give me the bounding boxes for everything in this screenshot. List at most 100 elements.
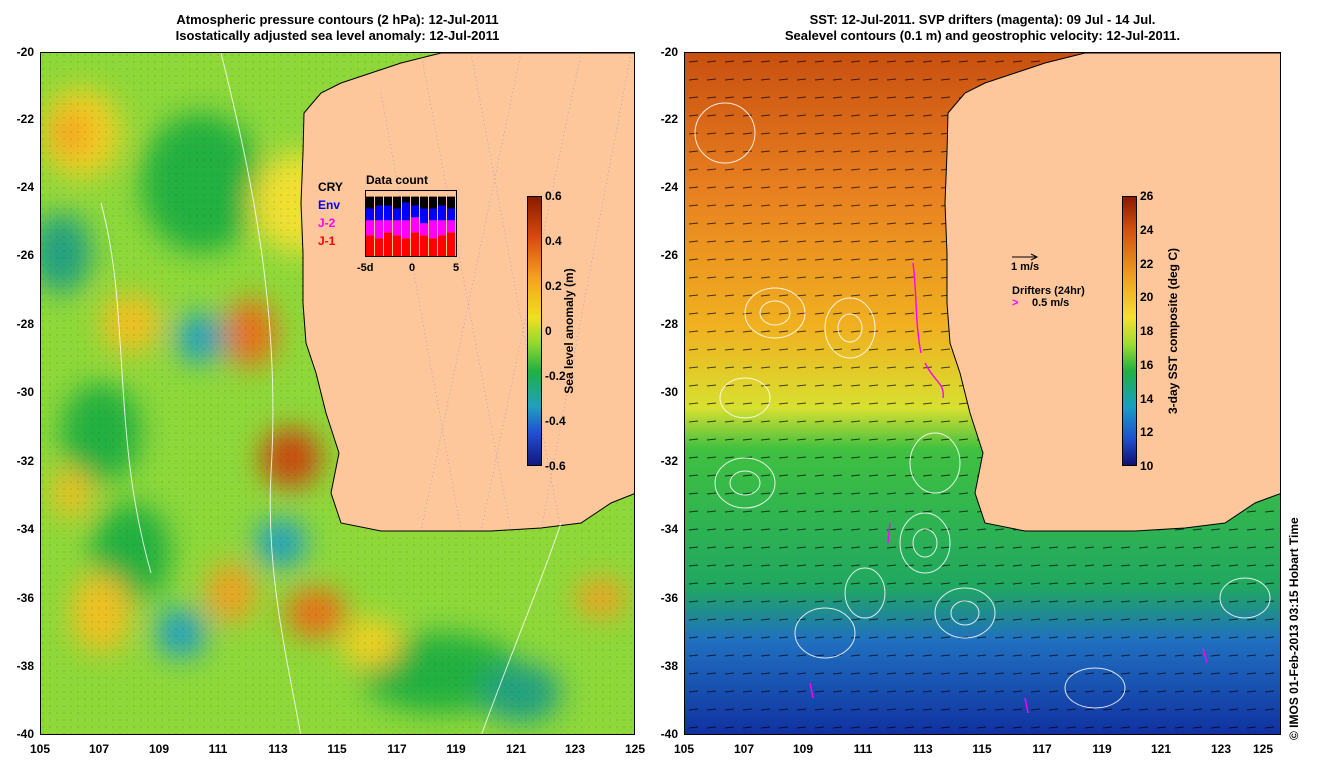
histogram-bars xyxy=(366,196,455,256)
colorbar-tick: -0.4 xyxy=(545,414,566,428)
colorbar-tick: 22 xyxy=(1140,256,1154,271)
colorbar-tick: 16 xyxy=(1140,357,1154,372)
histogram-bar-segment xyxy=(366,208,374,221)
sea-level-anomaly-map[interactable] xyxy=(40,52,635,735)
histogram-bar-segment xyxy=(429,220,437,239)
histogram-bar-segment xyxy=(393,220,401,236)
lat-tick: -36 xyxy=(660,591,678,605)
data-count-histogram xyxy=(365,190,457,257)
lat-tick: -40 xyxy=(660,727,678,741)
histogram-bar-segment xyxy=(438,220,446,236)
lat-tick: -24 xyxy=(16,180,34,194)
colorbar-tick: 26 xyxy=(1140,189,1154,203)
histogram-bar-segment xyxy=(375,205,383,221)
legend-j1: J-1 xyxy=(318,234,336,248)
histogram-bar-segment xyxy=(447,232,455,256)
lat-tick: -38 xyxy=(16,659,34,673)
sst-map[interactable] xyxy=(684,52,1281,735)
colorbar-tick: 0.2 xyxy=(545,279,562,293)
sst-colorbar-label: 3-day SST composite (deg C) xyxy=(1166,247,1180,415)
lon-tick: 119 xyxy=(1092,742,1112,756)
lon-tick: 121 xyxy=(1150,742,1172,756)
right-title-line2: Sealevel contours (0.1 m) and geostrophi… xyxy=(784,28,1181,43)
lon-tick: 121 xyxy=(505,742,527,756)
histogram-bar-segment xyxy=(438,235,446,256)
lon-tick: 107 xyxy=(88,742,110,756)
lon-tick: 119 xyxy=(446,742,466,756)
histogram-bar-segment xyxy=(384,232,392,256)
sla-land-australia xyxy=(300,53,634,532)
inset-tick-5: 5 xyxy=(453,262,460,274)
sla-colorbar-label: Sea level anomaly (m) xyxy=(562,268,576,394)
histogram-bar-segment xyxy=(375,238,383,256)
lat-tick: -20 xyxy=(16,45,34,59)
histogram-bar-segment xyxy=(384,205,392,221)
lon-tick: 123 xyxy=(564,742,586,756)
lat-tick: -34 xyxy=(16,522,34,536)
left-title-line2: Isostatically adjusted sea level anomaly… xyxy=(175,28,500,43)
lon-tick: 123 xyxy=(1210,742,1232,756)
legend-j2: J-2 xyxy=(318,216,336,230)
lat-tick: -30 xyxy=(660,385,678,399)
lat-tick: -22 xyxy=(660,112,678,126)
lon-tick: 115 xyxy=(327,742,347,756)
lon-tick: 117 xyxy=(387,742,407,756)
left-title-line1: Atmospheric pressure contours (2 hPa): 1… xyxy=(176,12,499,27)
histogram-bar-segment xyxy=(366,220,374,236)
lat-tick: -20 xyxy=(660,45,678,59)
lat-tick: -36 xyxy=(16,591,34,605)
left-map-title: Atmospheric pressure contours (2 hPa): 1… xyxy=(40,12,635,44)
lat-tick: -34 xyxy=(660,522,678,536)
lat-tick: -26 xyxy=(16,248,34,262)
histogram-bar-segment xyxy=(411,232,419,256)
lon-tick: 105 xyxy=(29,742,51,756)
sla-pressure-contours xyxy=(100,53,562,734)
histogram-bar-segment xyxy=(411,217,419,233)
histogram-bar-segment xyxy=(447,208,455,221)
histogram-bar-segment xyxy=(393,208,401,221)
colorbar-tick: 0 xyxy=(545,324,552,338)
histogram-bar-segment xyxy=(375,196,383,206)
histogram-bar-segment xyxy=(438,205,446,221)
histogram-bar-segment xyxy=(393,235,401,256)
histogram-bar-segment xyxy=(411,196,419,206)
sst-map-svg xyxy=(685,53,1280,734)
right-title-line1: SST: 12-Jul-2011. SVP drifters (magenta)… xyxy=(809,12,1156,27)
lat-tick: -32 xyxy=(660,454,678,468)
lon-tick: 125 xyxy=(624,742,646,756)
lon-tick: 107 xyxy=(733,742,755,756)
sla-map-svg xyxy=(41,53,634,734)
lon-tick: 113 xyxy=(268,742,288,756)
inset-tick-0: 0 xyxy=(409,262,416,274)
colorbar-tick: 24 xyxy=(1140,222,1154,237)
right-map-title: SST: 12-Jul-2011. SVP drifters (magenta)… xyxy=(684,12,1281,44)
lat-tick: -32 xyxy=(16,454,34,468)
lon-tick: 125 xyxy=(1252,742,1274,756)
drifters-key-value: 0.5 m/s xyxy=(1032,297,1070,309)
colorbar-tick: 18 xyxy=(1140,324,1154,338)
histogram-bar-segment xyxy=(366,235,374,256)
colorbar-tick: -0.6 xyxy=(545,459,566,473)
colorbar-tick: 12 xyxy=(1140,425,1154,440)
histogram-bar-segment xyxy=(402,196,410,203)
colorbar-tick: 10 xyxy=(1140,459,1154,473)
histogram-bar-segment xyxy=(402,202,410,221)
lon-tick: 115 xyxy=(972,742,992,756)
colorbar-tick: 0.6 xyxy=(545,189,562,203)
lon-tick: 111 xyxy=(853,742,873,756)
drifters-key-title: Drifters (24hr) xyxy=(1012,285,1085,297)
lon-tick: 109 xyxy=(792,742,814,756)
histogram-bar-segment xyxy=(447,196,455,209)
legend-env: Env xyxy=(318,198,341,212)
sla-colorbar xyxy=(527,196,542,466)
velocity-key-arrow xyxy=(1012,253,1039,261)
colorbar-tick: 20 xyxy=(1140,290,1154,305)
histogram-bar-segment xyxy=(420,208,428,224)
velocity-key-label: 1 m/s xyxy=(1011,261,1040,273)
colorbar-tick: 14 xyxy=(1140,391,1154,406)
sst-land-australia xyxy=(944,53,1280,532)
histogram-bar-segment xyxy=(438,196,446,206)
imos-credit: © IMOS 01-Feb-2013 03:15 Hobart Time xyxy=(1287,517,1301,740)
lon-tick: 111 xyxy=(208,742,228,756)
lat-tick: -28 xyxy=(660,317,678,331)
